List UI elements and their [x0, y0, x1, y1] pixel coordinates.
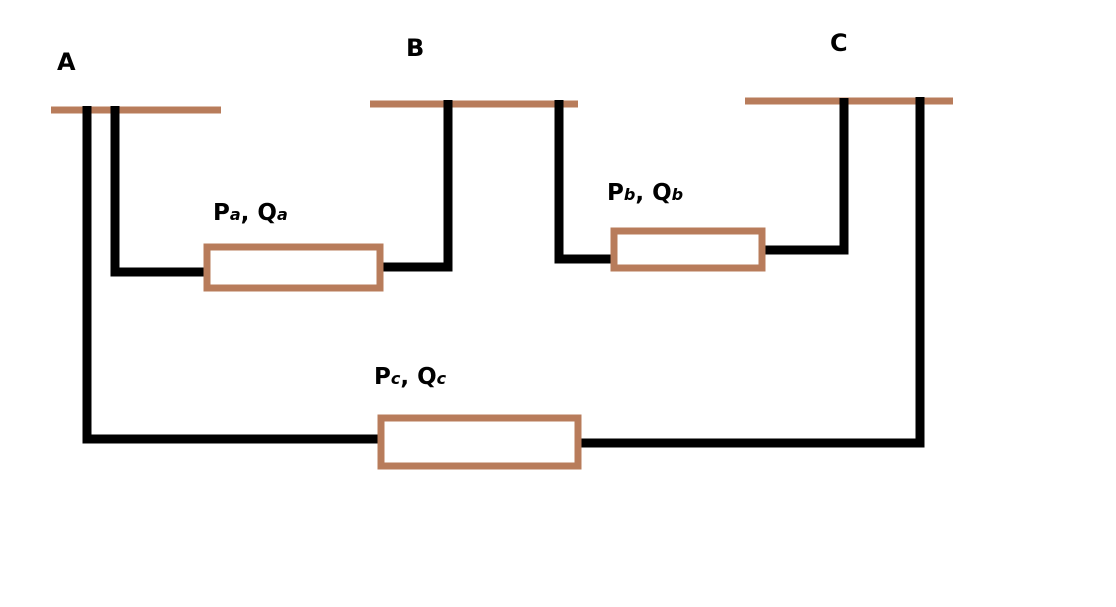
line-label-a: Pa, Qa [213, 200, 288, 226]
wire-line-b-left [554, 100, 612, 264]
impedance-box-c [377, 414, 582, 470]
bus-label-c: C [830, 29, 848, 57]
wire-line-c-right [580, 97, 925, 448]
wire-line-a-right [382, 100, 453, 272]
wire-line-a-left [110, 106, 206, 277]
wire-line-b-right [764, 98, 849, 255]
bus-label-b: B [406, 34, 424, 62]
line-label-b: Pb, Qb [607, 180, 683, 206]
bus-label-a: A [57, 48, 76, 76]
line-label-c: Pc, Qc [374, 364, 447, 390]
wire-line-c-left [82, 106, 380, 444]
impedance-box-b [610, 227, 766, 272]
impedance-box-a [203, 243, 384, 292]
